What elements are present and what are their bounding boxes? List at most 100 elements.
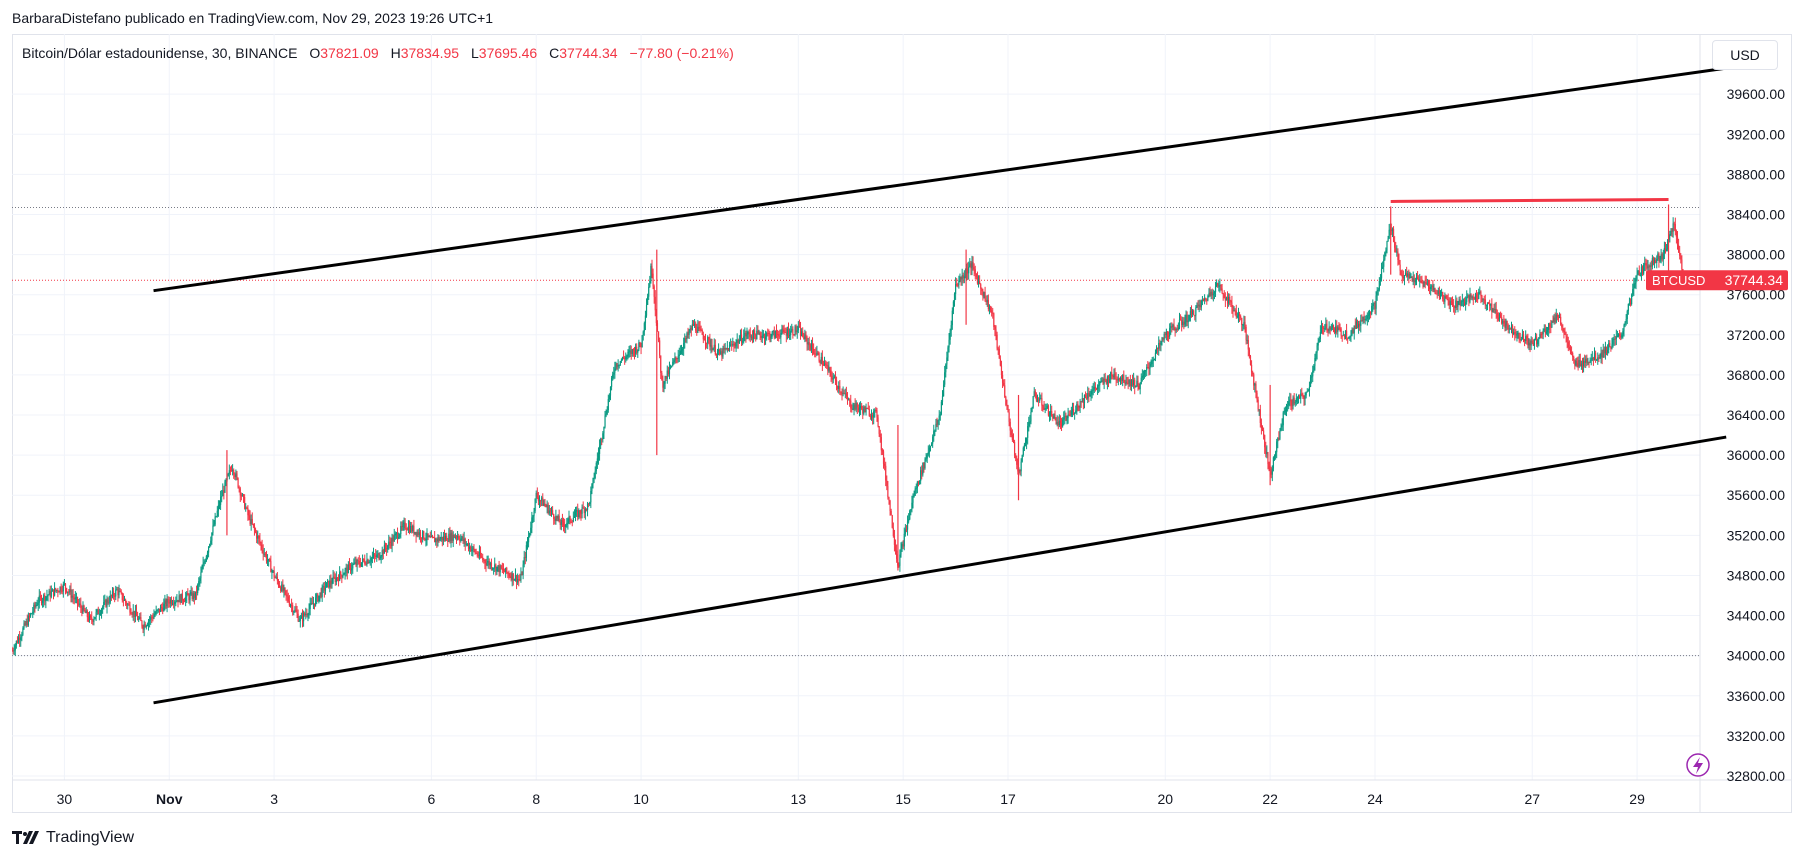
- candle-body: [187, 593, 189, 596]
- candle-body: [1479, 291, 1481, 293]
- candle-body: [1497, 317, 1499, 320]
- candle-body: [1567, 341, 1569, 348]
- candle-body: [847, 399, 850, 401]
- candle-body: [1652, 258, 1655, 264]
- candle-body: [1639, 275, 1641, 277]
- candle-body: [889, 500, 891, 511]
- candle-body: [1558, 316, 1561, 318]
- candle-body: [203, 562, 205, 564]
- candle-body: [1226, 297, 1229, 304]
- candle-body: [762, 334, 764, 336]
- candle-body: [144, 624, 146, 628]
- symbol-name: Bitcoin/Dólar estadounidense, 30, BINANC…: [22, 45, 298, 61]
- candle-body: [327, 580, 329, 583]
- candle-body: [703, 339, 706, 341]
- tradingview-brand[interactable]: TradingView: [12, 829, 134, 847]
- candle-body: [571, 521, 573, 523]
- candle-body: [358, 560, 360, 565]
- candle-body: [798, 326, 801, 328]
- candle-body: [305, 613, 307, 616]
- candle-body: [120, 591, 122, 593]
- candle-body: [1534, 336, 1537, 339]
- candle-body: [1481, 296, 1483, 300]
- candle-body: [23, 623, 25, 629]
- candle-body: [376, 554, 378, 557]
- candle-body: [1116, 379, 1118, 381]
- candle-body: [569, 516, 571, 522]
- candle-body: [245, 507, 247, 509]
- candle-body: [864, 406, 866, 413]
- candle-body: [1623, 325, 1625, 331]
- candle-body: [1550, 326, 1552, 328]
- candle-body: [1622, 330, 1624, 335]
- candle-body: [933, 430, 935, 437]
- candle-body: [1665, 249, 1668, 251]
- candle-body: [470, 546, 472, 552]
- candle-body: [325, 582, 328, 588]
- candle-body: [541, 497, 543, 501]
- candle-body: [1603, 349, 1605, 354]
- candle-body: [1301, 393, 1303, 395]
- candle-body: [605, 414, 607, 416]
- candle-body: [1568, 347, 1570, 349]
- candle-body: [1414, 280, 1416, 283]
- candle-body: [530, 527, 532, 533]
- candle-body: [669, 366, 672, 369]
- candle-body: [1264, 435, 1266, 448]
- candle-body: [1667, 239, 1669, 250]
- channel-lower-trendline: [153, 435, 1727, 705]
- candle-body: [1076, 404, 1078, 411]
- candle-body: [1297, 395, 1300, 398]
- candle-body: [603, 426, 605, 434]
- candle-body: [1278, 438, 1280, 440]
- candle-body: [145, 625, 147, 628]
- candle-body: [1235, 310, 1237, 317]
- candle-body: [297, 613, 299, 622]
- lightning-icon[interactable]: [1686, 753, 1710, 777]
- candle-body: [959, 276, 961, 281]
- candle-body: [580, 513, 582, 515]
- candle-body: [1270, 471, 1272, 475]
- candle-body: [294, 609, 296, 612]
- candle-body: [1366, 315, 1368, 319]
- candle-body: [158, 608, 161, 612]
- candle-body: [1655, 260, 1657, 263]
- candle-body: [881, 450, 884, 452]
- candle-body: [207, 546, 210, 553]
- candle-body: [357, 560, 359, 562]
- candle-body: [136, 616, 139, 620]
- candle-body: [674, 357, 676, 361]
- candle-body: [334, 577, 336, 582]
- candle-body: [636, 346, 638, 353]
- candle-body: [1190, 311, 1193, 314]
- candle-body: [493, 568, 495, 570]
- candle-body: [1167, 336, 1170, 338]
- candle-body: [1611, 344, 1613, 349]
- candle-body: [1238, 314, 1241, 317]
- candle-body: [39, 595, 41, 598]
- candle-body: [335, 577, 337, 582]
- candle-body: [1249, 356, 1252, 365]
- candle-body: [1054, 414, 1056, 418]
- candle-body: [1022, 447, 1024, 456]
- x-tick-label: 24: [1367, 791, 1383, 807]
- candle-body: [317, 594, 319, 602]
- candle-body: [485, 562, 487, 566]
- candle-body: [514, 575, 517, 580]
- candle-body: [28, 615, 31, 617]
- candle-body: [1425, 282, 1427, 285]
- candle-body: [721, 351, 723, 357]
- candle-body: [780, 332, 782, 338]
- candle-body: [1094, 386, 1096, 388]
- candle-body: [1359, 323, 1361, 326]
- candle-body: [466, 543, 469, 545]
- candle-body: [167, 598, 169, 603]
- candle-body: [1201, 299, 1204, 301]
- candle-body: [1482, 299, 1484, 301]
- currency-button[interactable]: USD: [1712, 40, 1778, 70]
- candle-body: [936, 423, 938, 425]
- candle-body: [476, 552, 478, 556]
- candle-body: [547, 504, 549, 514]
- candle-body: [1210, 291, 1212, 296]
